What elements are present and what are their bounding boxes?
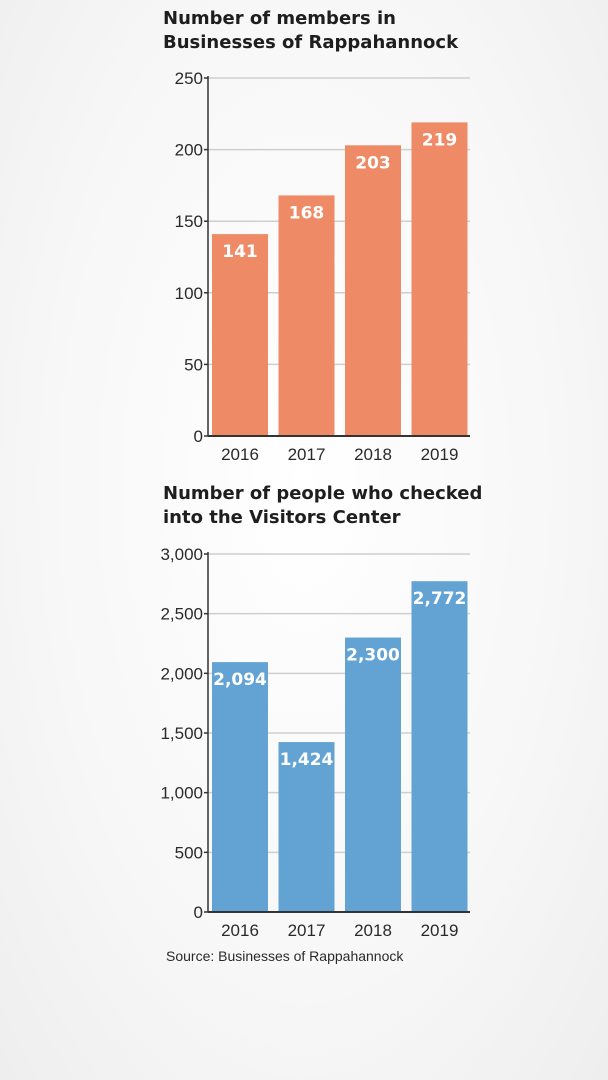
- y-tick-label: 100: [175, 284, 203, 303]
- bar: [345, 637, 401, 912]
- bar: [212, 662, 268, 912]
- bar: [278, 195, 335, 436]
- y-tick-label: 250: [175, 69, 203, 88]
- bar: [212, 234, 268, 436]
- bar-value-label: 219: [422, 130, 458, 150]
- x-category-label: 2019: [421, 921, 459, 940]
- chart-title-line: Businesses of Rappahannock: [163, 32, 459, 53]
- x-category-label: 2017: [288, 921, 326, 940]
- chart-title-visitors: Number of people who checked into the Vi…: [163, 482, 482, 530]
- bar-value-label: 141: [222, 242, 258, 262]
- bar-value-label: 2,772: [413, 589, 467, 609]
- bar: [411, 122, 468, 436]
- bar-value-label: 168: [289, 203, 325, 223]
- members-bar-chart: 0 50 100 150 200 250 141 2016 168 2017 203 2018 219 2…: [175, 69, 470, 464]
- bar: [278, 742, 335, 912]
- visitors-bar-chart: 0 500 1,000 1,500 2,000 2,500 3,000 2,094 2016 1,…: [160, 545, 470, 940]
- bar-value-label: 2,300: [346, 646, 400, 666]
- chart-title-line: Number of members in: [163, 8, 396, 29]
- y-tick-label: 1,000: [160, 784, 203, 803]
- y-tick-label: 2,000: [160, 664, 203, 683]
- x-category-label: 2018: [354, 445, 392, 464]
- y-tick-label: 0: [194, 903, 203, 922]
- chart-title-line: into the Visitors Center: [163, 507, 401, 528]
- bar-value-label: 203: [355, 153, 391, 173]
- chart-title-members: Number of members in Businesses of Rappa…: [163, 7, 458, 55]
- x-category-label: 2019: [421, 445, 459, 464]
- x-category-label: 2016: [221, 921, 259, 940]
- bar: [411, 581, 468, 912]
- bar-value-label: 1,424: [280, 750, 334, 770]
- y-tick-label: 3,000: [160, 545, 203, 564]
- y-tick-label: 50: [184, 355, 203, 374]
- x-category-label: 2018: [354, 921, 392, 940]
- x-category-label: 2016: [221, 445, 259, 464]
- y-tick-label: 1,500: [160, 724, 203, 743]
- bar-value-label: 2,094: [213, 670, 267, 690]
- y-tick-label: 500: [175, 843, 203, 862]
- x-category-label: 2017: [288, 445, 326, 464]
- y-tick-label: 150: [175, 212, 203, 231]
- bar: [345, 145, 401, 436]
- chart-title-line: Number of people who checked: [163, 483, 483, 504]
- source-note: Source: Businesses of Rappahannock: [166, 948, 404, 964]
- y-tick-label: 0: [194, 427, 203, 446]
- y-tick-label: 2,500: [160, 605, 203, 624]
- y-tick-label: 200: [175, 141, 203, 160]
